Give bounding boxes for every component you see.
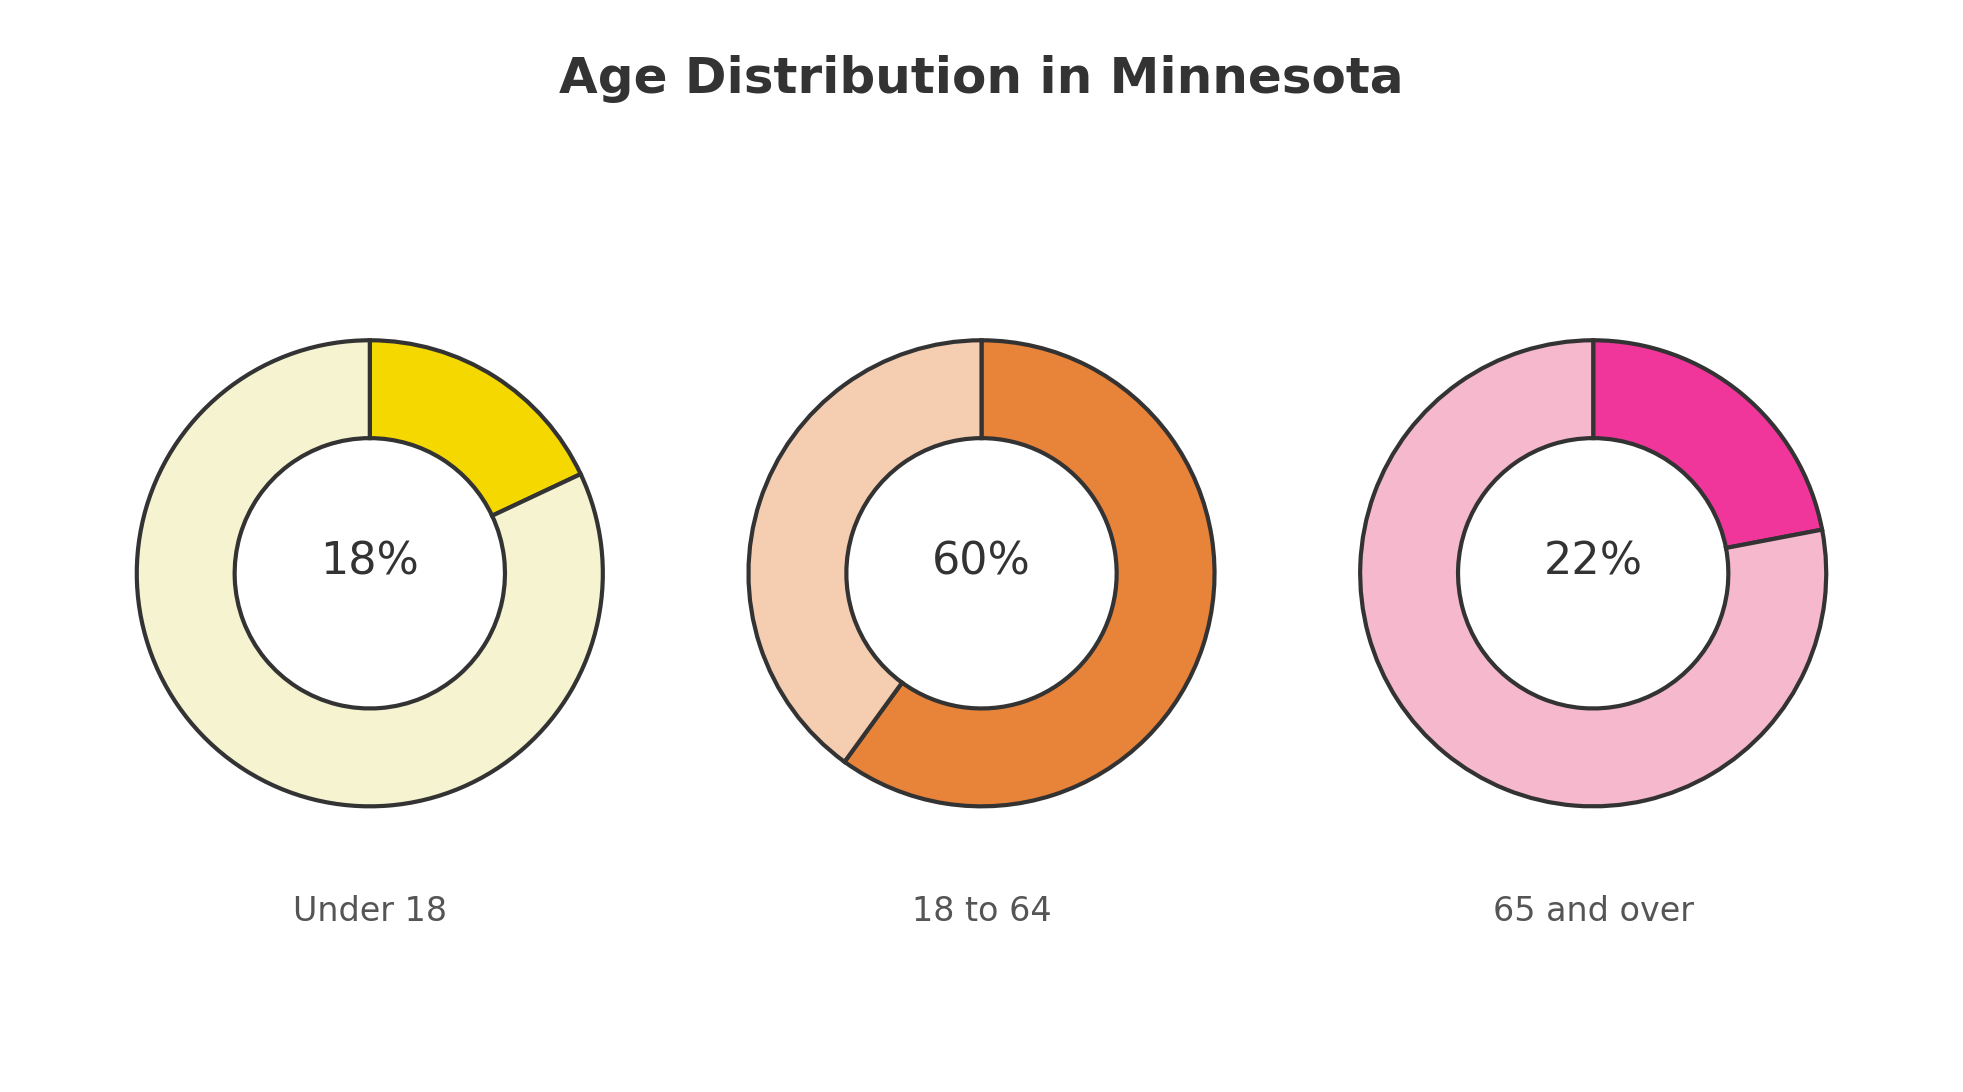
Wedge shape bbox=[1360, 341, 1826, 806]
Text: 65 and over: 65 and over bbox=[1492, 894, 1694, 928]
Wedge shape bbox=[748, 341, 982, 762]
Text: Under 18: Under 18 bbox=[292, 894, 448, 928]
Text: 18 to 64: 18 to 64 bbox=[911, 894, 1052, 928]
Wedge shape bbox=[137, 341, 603, 806]
Text: 22%: 22% bbox=[1543, 541, 1643, 583]
Wedge shape bbox=[369, 341, 581, 515]
Wedge shape bbox=[844, 341, 1215, 806]
Text: 18%: 18% bbox=[320, 541, 420, 583]
Text: 60%: 60% bbox=[932, 541, 1031, 583]
Text: Age Distribution in Minnesota: Age Distribution in Minnesota bbox=[559, 55, 1404, 103]
Wedge shape bbox=[1594, 341, 1822, 548]
